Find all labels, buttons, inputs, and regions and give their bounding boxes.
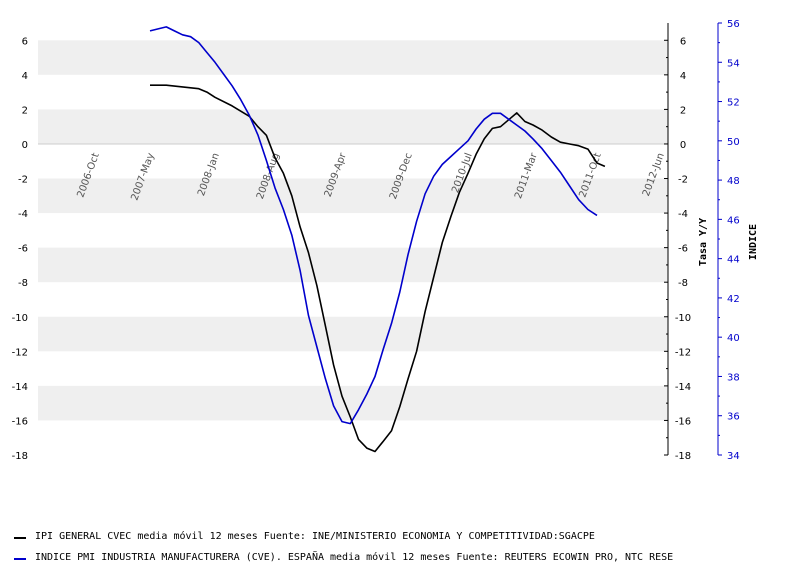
right-outer-tick-label: 34 <box>727 451 740 462</box>
right-inner-tick-label: 4 <box>680 71 686 82</box>
left-axis: 6 4 2 0 -2 -4 -6 -8 -10 -12 -14 -16 -18 <box>12 36 28 462</box>
right-inner-axis: 6 4 2 0 -2 -4 -6 -8 -10 -12 -14 -16 -18 <box>664 23 691 462</box>
left-tick-label: -18 <box>12 451 28 462</box>
left-tick-label: -4 <box>18 209 28 220</box>
grid-bands <box>38 23 668 455</box>
series-lines <box>149 26 606 453</box>
right-outer-axis-title: INDICE <box>748 224 759 260</box>
right-inner-tick-label: -12 <box>675 347 691 358</box>
legend-label-ipi: IPI GENERAL CVEC media móvil 12 meses Fu… <box>35 531 595 542</box>
series-line-ipi <box>150 84 606 453</box>
right-inner-tick-label: 2 <box>680 105 686 116</box>
left-tick-label: -10 <box>12 313 28 324</box>
grid-band <box>38 40 668 75</box>
right-inner-tick-label: -10 <box>675 313 691 324</box>
right-outer-tick-label: 42 <box>727 294 740 305</box>
right-outer-tick-label: 56 <box>727 19 740 30</box>
left-tick-label: -14 <box>12 382 28 393</box>
grid-band <box>38 316 668 352</box>
grid-band <box>38 247 668 283</box>
grid-band <box>38 385 668 421</box>
right-inner-axis-title: Tasa Y/Y <box>698 218 709 266</box>
legend-label-pmi: INDICE PMI INDUSTRIA MANUFACTURERA (CVE)… <box>35 552 674 563</box>
right-outer-axis: 56 54 52 50 48 46 44 42 40 38 36 34 <box>717 19 740 462</box>
left-tick-label: -2 <box>18 175 28 186</box>
right-outer-tick-label: 36 <box>727 412 740 423</box>
legend-swatch-blue <box>14 558 26 560</box>
legend-swatch-black <box>14 537 26 539</box>
right-inner-tick-label: 6 <box>680 36 686 47</box>
right-inner-tick-label: -18 <box>675 451 691 462</box>
right-inner-tick-label: 0 <box>680 140 686 151</box>
right-outer-tick-label: 50 <box>727 137 740 148</box>
right-outer-tick-label: 54 <box>727 58 740 69</box>
series-line-pmi <box>149 26 598 425</box>
right-outer-tick-label: 38 <box>727 372 740 383</box>
right-outer-tick-label: 44 <box>727 255 740 266</box>
right-inner-tick-label: -6 <box>678 244 688 255</box>
right-inner-tick-label: -16 <box>675 416 691 427</box>
left-tick-label: -6 <box>18 244 28 255</box>
left-tick-label: 6 <box>22 36 28 47</box>
right-inner-tick-label: -14 <box>675 382 691 393</box>
left-tick-label: -16 <box>12 416 28 427</box>
grid-band <box>38 178 668 214</box>
right-inner-tick-label: -4 <box>678 209 688 220</box>
right-outer-tick-label: 48 <box>727 176 740 187</box>
right-inner-tick-label: -2 <box>678 175 688 186</box>
left-tick-label: 4 <box>22 71 28 82</box>
right-outer-tick-label: 46 <box>727 215 740 226</box>
legend-item-ipi: IPI GENERAL CVEC media móvil 12 meses Fu… <box>14 531 595 542</box>
right-outer-tick-label: 40 <box>727 333 740 344</box>
legend-item-pmi: INDICE PMI INDUSTRIA MANUFACTURERA (CVE)… <box>14 552 673 563</box>
left-tick-label: -8 <box>18 278 28 289</box>
left-tick-label: 0 <box>22 140 28 151</box>
left-tick-label: 2 <box>22 105 28 116</box>
right-inner-tick-label: -8 <box>678 278 688 289</box>
grid-band <box>38 109 668 144</box>
right-outer-tick-label: 52 <box>727 98 740 109</box>
left-tick-label: -12 <box>12 347 28 358</box>
plot-background <box>38 23 668 455</box>
